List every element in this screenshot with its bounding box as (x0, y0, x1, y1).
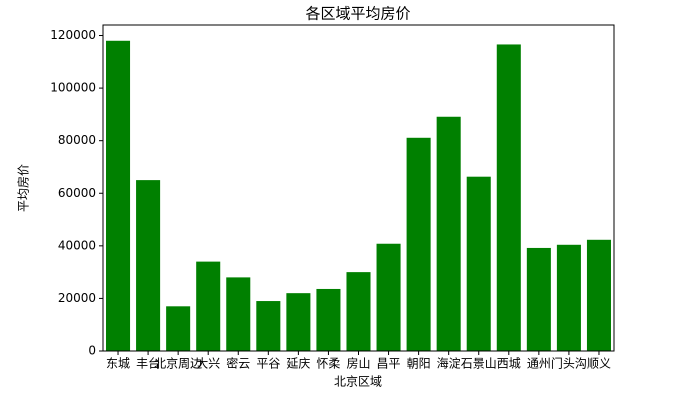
bar (286, 293, 311, 351)
bar (406, 137, 431, 351)
y-tick-label: 0 (88, 344, 96, 358)
x-tick-label: 海淀 (437, 356, 461, 371)
x-tick-label: 门头沟 (551, 356, 587, 371)
x-tick-label: 怀柔 (316, 357, 340, 371)
y-tick-label: 100000 (50, 81, 96, 95)
bar (166, 306, 191, 351)
bar (376, 243, 401, 351)
x-tick-label: 延庆 (286, 357, 310, 371)
x-tick-label: 西城 (497, 357, 521, 371)
y-tick-label: 20000 (58, 291, 96, 305)
x-tick-label: 房山 (346, 356, 370, 371)
y-tick-label: 60000 (58, 186, 96, 200)
chart-title: 各区域平均房价 (305, 5, 410, 23)
x-tick-label: 平谷 (256, 357, 280, 371)
bar (196, 261, 221, 351)
bar (226, 277, 251, 351)
bar (496, 44, 521, 352)
bar (556, 244, 581, 351)
plot-frame (102, 24, 615, 352)
y-tick-label: 120000 (50, 28, 96, 42)
bar (466, 176, 491, 351)
x-tick-label: 石景山 (461, 357, 497, 371)
bar (136, 180, 161, 351)
y-tick-label: 80000 (58, 133, 96, 147)
bar (526, 247, 551, 351)
y-tick-label: 40000 (58, 238, 96, 252)
x-tick-label: 顺义 (587, 357, 611, 371)
x-tick-label: 通州 (527, 357, 551, 371)
x-tick-label: 大兴 (196, 357, 220, 371)
x-axis-label: 北京区域 (334, 375, 382, 389)
x-tick-label: 朝阳 (407, 357, 431, 371)
bar (316, 288, 341, 351)
bar (106, 40, 131, 351)
bar (256, 301, 281, 351)
bar (586, 239, 611, 351)
y-axis-label: 平均房价 (16, 164, 31, 212)
bar (436, 116, 461, 351)
x-tick-label: 丰台 (136, 356, 160, 371)
bar (346, 272, 371, 351)
x-tick-label: 密云 (226, 356, 250, 371)
x-tick-label: 北京周边 (154, 357, 202, 371)
x-tick-label: 昌平 (377, 357, 401, 371)
x-tick-label: 东城 (106, 357, 130, 371)
